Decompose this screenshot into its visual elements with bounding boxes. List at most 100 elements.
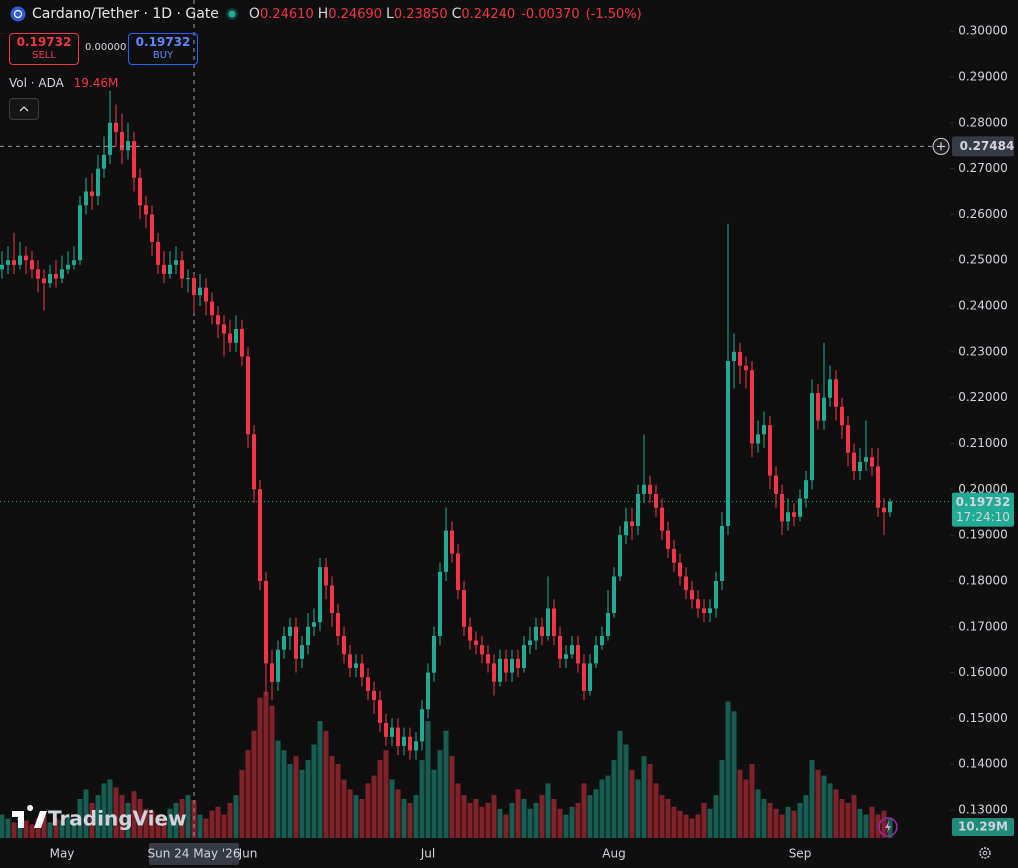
candle-body bbox=[150, 214, 154, 242]
tradingview-logo: TradingView bbox=[12, 805, 187, 831]
candle-body bbox=[684, 576, 688, 591]
candle-body bbox=[588, 663, 592, 691]
sell-label: SELL bbox=[32, 50, 56, 61]
volume-bar bbox=[305, 760, 311, 838]
volume-bar bbox=[845, 802, 851, 838]
candle-body bbox=[522, 645, 526, 669]
y-tick-label: 0.26000 bbox=[958, 207, 1008, 221]
candle-body bbox=[246, 356, 250, 435]
volume-bar bbox=[773, 808, 779, 838]
candle-body bbox=[690, 590, 694, 600]
legend-value: 0.23850 bbox=[393, 7, 448, 22]
volume-bar bbox=[689, 818, 695, 838]
candle-body bbox=[30, 260, 34, 270]
symbol-title[interactable]: Cardano/Tether · 1D · Gate bbox=[32, 6, 219, 22]
candle-body bbox=[600, 635, 604, 646]
volume-bar bbox=[155, 814, 161, 838]
coin-icon bbox=[10, 6, 26, 22]
candle-body bbox=[744, 365, 748, 371]
candle-body bbox=[384, 722, 388, 737]
volume-bar bbox=[515, 789, 521, 838]
volume-bar bbox=[713, 795, 719, 838]
volume-bar bbox=[791, 810, 797, 838]
volume-bar bbox=[347, 789, 353, 838]
candle-body bbox=[432, 635, 436, 673]
volume-bar bbox=[329, 756, 335, 838]
candle-body bbox=[768, 425, 772, 476]
y-tick-label: 0.23000 bbox=[958, 344, 1008, 358]
logo-mark bbox=[12, 805, 47, 828]
candle-body bbox=[672, 548, 676, 563]
market-status bbox=[225, 8, 238, 20]
volume-bar bbox=[407, 802, 413, 838]
candle-body bbox=[636, 493, 640, 526]
volume-bar bbox=[605, 775, 611, 838]
crosshair-price-tag bbox=[952, 136, 1014, 157]
events-button[interactable] bbox=[878, 817, 898, 837]
candle-body bbox=[798, 498, 802, 517]
candle-body bbox=[228, 333, 232, 343]
y-tick-label: 0.27000 bbox=[958, 161, 1008, 175]
buy-button[interactable]: 0.19732 BUY bbox=[128, 33, 198, 65]
candle-body bbox=[822, 397, 826, 421]
candle-body bbox=[420, 709, 424, 742]
candle-body bbox=[126, 141, 130, 151]
volume-bar bbox=[749, 763, 755, 838]
candle-body bbox=[510, 658, 514, 673]
legend-value: 0.24240 bbox=[461, 7, 516, 22]
candle-body bbox=[732, 351, 736, 362]
legend-key: H bbox=[317, 6, 329, 22]
volume-bar bbox=[851, 795, 857, 838]
volume-bar bbox=[737, 769, 743, 838]
sell-button[interactable]: 0.19732 SELL bbox=[9, 33, 79, 65]
y-tick-label: 0.16000 bbox=[958, 665, 1008, 679]
candle-body bbox=[714, 580, 718, 609]
volume-bar bbox=[701, 802, 707, 838]
events-circle bbox=[878, 817, 898, 837]
volume-bar bbox=[35, 818, 41, 838]
volume-bar bbox=[623, 744, 629, 838]
volume-bar bbox=[179, 799, 185, 838]
volume-bar bbox=[587, 795, 593, 838]
candle-body bbox=[426, 672, 430, 710]
volume-bar bbox=[497, 808, 503, 838]
candle-body bbox=[96, 168, 100, 197]
settings-button[interactable] bbox=[979, 847, 991, 859]
volume-bar bbox=[797, 802, 803, 838]
add-alert-icon[interactable] bbox=[932, 137, 950, 155]
volume-bar bbox=[317, 721, 323, 838]
candle-body bbox=[780, 493, 784, 522]
volume-bar bbox=[569, 806, 575, 838]
candle-body bbox=[378, 700, 382, 723]
candle-body bbox=[366, 677, 370, 691]
candle-body bbox=[108, 122, 112, 155]
candle-body bbox=[24, 255, 28, 261]
candle-body bbox=[810, 393, 814, 481]
y-tick-label: 0.14000 bbox=[958, 757, 1008, 771]
candle-body bbox=[324, 567, 328, 586]
volume-bar bbox=[263, 691, 269, 838]
volume-bar bbox=[719, 760, 725, 838]
volume-bar bbox=[647, 763, 653, 838]
volume-bar bbox=[461, 795, 467, 838]
volume-bar bbox=[371, 775, 377, 838]
candle-body bbox=[486, 654, 490, 664]
candle-body bbox=[144, 205, 148, 215]
candle-body bbox=[312, 622, 316, 627]
volume-bar bbox=[221, 814, 227, 838]
collapse-button[interactable] bbox=[9, 98, 39, 120]
candle-body bbox=[258, 489, 262, 581]
candle-body bbox=[468, 626, 472, 641]
x-tick-label: May bbox=[50, 847, 75, 861]
candle-body bbox=[240, 328, 244, 357]
volume-bar bbox=[581, 783, 587, 838]
volume-bar bbox=[743, 779, 749, 838]
candle-body bbox=[804, 480, 808, 499]
y-tick-label: 0.21000 bbox=[958, 436, 1008, 450]
candle-body bbox=[594, 645, 598, 664]
candle-body bbox=[852, 452, 856, 472]
volume-bar bbox=[677, 810, 683, 838]
volume-bar bbox=[593, 789, 599, 838]
volume-legend: Vol · ADA 19.46M bbox=[9, 76, 118, 90]
